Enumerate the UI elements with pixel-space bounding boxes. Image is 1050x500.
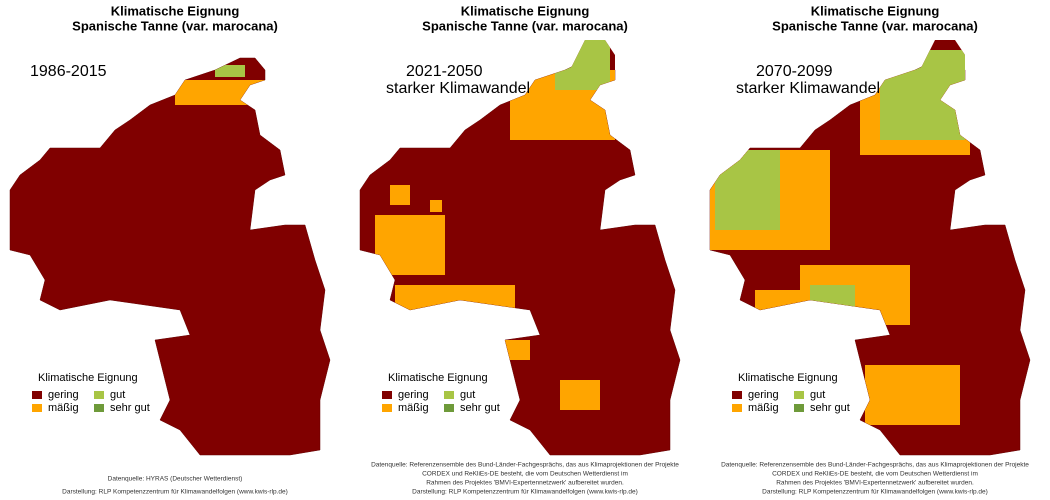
- legend-swatch: [794, 404, 804, 412]
- legend-swatch: [382, 391, 392, 399]
- legend-label: sehr gut: [110, 402, 150, 414]
- panel-title: Klimatische Eignung: [461, 3, 590, 18]
- legend-label: sehr gut: [810, 402, 850, 414]
- patch: [555, 40, 610, 90]
- panel-title: Klimatische Eignung: [111, 3, 240, 18]
- legend-label: mäßig: [48, 402, 79, 414]
- source-note: Rahmen des Projektes 'BMVI-Expertennetzw…: [776, 480, 974, 487]
- patch: [560, 380, 600, 410]
- patch: [175, 80, 265, 105]
- legend-swatch: [32, 391, 42, 399]
- patch: [395, 285, 515, 325]
- legend-swatch: [444, 391, 454, 399]
- legend-label: mäßig: [398, 402, 429, 414]
- patch: [215, 65, 245, 77]
- suitability-patches: [710, 50, 970, 425]
- legend-swatch: [94, 391, 104, 399]
- panel-title: Klimatische Eignung: [811, 3, 940, 18]
- legend-label: gering: [748, 389, 779, 401]
- legend-swatch: [732, 391, 742, 399]
- panel-title: Spanische Tanne (var. marocana): [72, 18, 278, 33]
- patch: [755, 290, 800, 330]
- legend-label: gut: [460, 389, 475, 401]
- source-note: Datenquelle: Referenzensemble des Bund-L…: [371, 462, 679, 469]
- legend-swatch: [32, 404, 42, 412]
- source-note: CORDEX und ReKliEs-DE besteht, die vom D…: [772, 471, 978, 478]
- source-note: Darstellung: RLP Kompetenzzentrum für Kl…: [62, 489, 288, 496]
- legend-label: gut: [810, 389, 825, 401]
- legend-swatch: [444, 404, 454, 412]
- legend-swatch: [94, 404, 104, 412]
- legend-title: Klimatische Eignung: [38, 372, 138, 384]
- patch: [880, 50, 965, 140]
- legend-swatch: [794, 391, 804, 399]
- period-label: starker Klimawandel: [736, 80, 880, 97]
- source-note: Darstellung: RLP Kompetenzzentrum für Kl…: [412, 489, 638, 496]
- patch: [390, 185, 410, 205]
- patch: [865, 365, 960, 425]
- period-label: 2070-2099: [756, 63, 833, 80]
- period-label: starker Klimawandel: [386, 80, 530, 97]
- period-label: 1986-2015: [30, 63, 107, 80]
- legend-title: Klimatische Eignung: [388, 372, 488, 384]
- legend-title: Klimatische Eignung: [738, 372, 838, 384]
- legend-label: sehr gut: [460, 402, 500, 414]
- patch: [375, 215, 445, 275]
- source-note: Datenquelle: Referenzensemble des Bund-L…: [721, 462, 1029, 469]
- legend-label: mäßig: [748, 402, 779, 414]
- panel-title: Spanische Tanne (var. marocana): [772, 18, 978, 33]
- source-note: Datenquelle: HYRAS (Deutscher Wetterdien…: [108, 476, 243, 483]
- source-note: Darstellung: RLP Kompetenzzentrum für Kl…: [762, 489, 988, 496]
- legend-label: gut: [110, 389, 125, 401]
- source-note: CORDEX und ReKliEs-DE besteht, die vom D…: [422, 471, 628, 478]
- patch: [430, 200, 442, 212]
- period-label: 2021-2050: [406, 63, 483, 80]
- legend-swatch: [382, 404, 392, 412]
- panel-title: Spanische Tanne (var. marocana): [422, 18, 628, 33]
- patch: [715, 150, 780, 230]
- source-note: Rahmen des Projektes 'BMVI-Expertennetzw…: [426, 480, 624, 487]
- legend-swatch: [732, 404, 742, 412]
- patch: [505, 340, 530, 360]
- legend-label: gering: [48, 389, 79, 401]
- legend-label: gering: [398, 389, 429, 401]
- patch: [810, 285, 855, 315]
